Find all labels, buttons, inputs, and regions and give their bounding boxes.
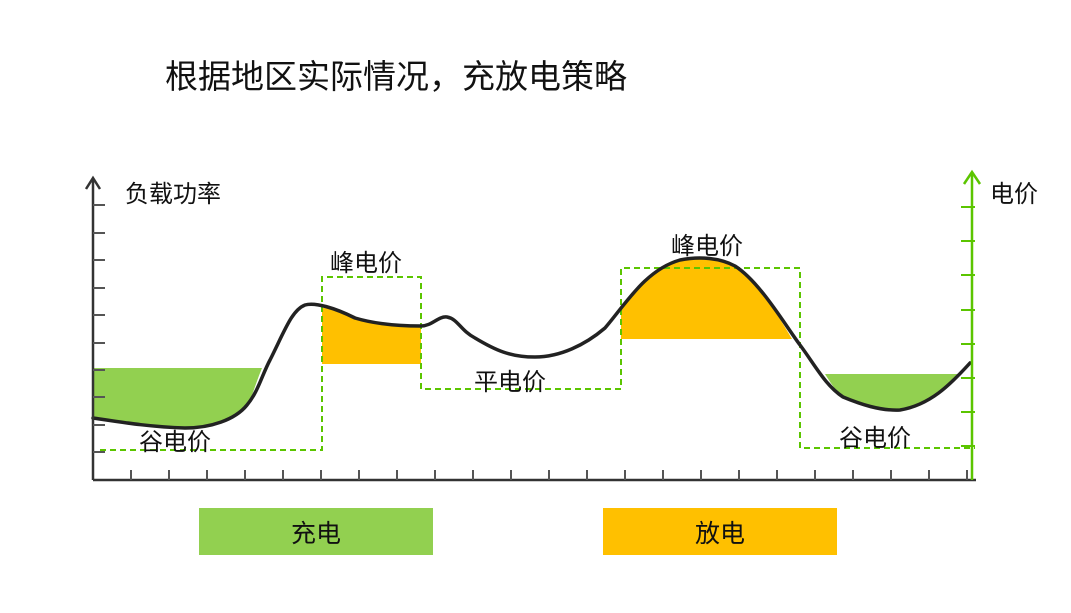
right-axis-ticks — [961, 206, 975, 447]
legend-charge: 充电 — [199, 508, 433, 555]
slide-title: 根据地区实际情况，充放电策略 — [165, 57, 627, 96]
flat-price-label: 平电价 — [474, 368, 546, 396]
legend-charge-label: 充电 — [290, 518, 341, 548]
valley-price-label-right: 谷电价 — [839, 424, 911, 452]
valley-price-label-left: 谷电价 — [139, 428, 211, 456]
legend-discharge: 放电 — [603, 508, 837, 555]
left-axis-ticks — [93, 204, 105, 453]
arrow-up-icon — [84, 175, 102, 190]
right-axis — [962, 169, 982, 480]
right-axis-label: 电价 — [990, 180, 1038, 208]
load-curve — [91, 256, 972, 430]
legend-discharge-label: 放电 — [694, 518, 745, 548]
left-axis-label: 负载功率 — [125, 180, 221, 208]
peak-price-label-left: 峰电价 — [330, 249, 402, 277]
charge-area-left — [93, 368, 262, 428]
bottom-axis-ticks — [130, 470, 968, 480]
discharge-area-left — [322, 308, 421, 364]
discharge-area-right — [621, 258, 792, 339]
price-line — [100, 267, 975, 451]
peak-price-label-right: 峰电价 — [671, 232, 743, 260]
arrow-up-icon — [962, 169, 982, 185]
left-axis — [84, 175, 976, 482]
